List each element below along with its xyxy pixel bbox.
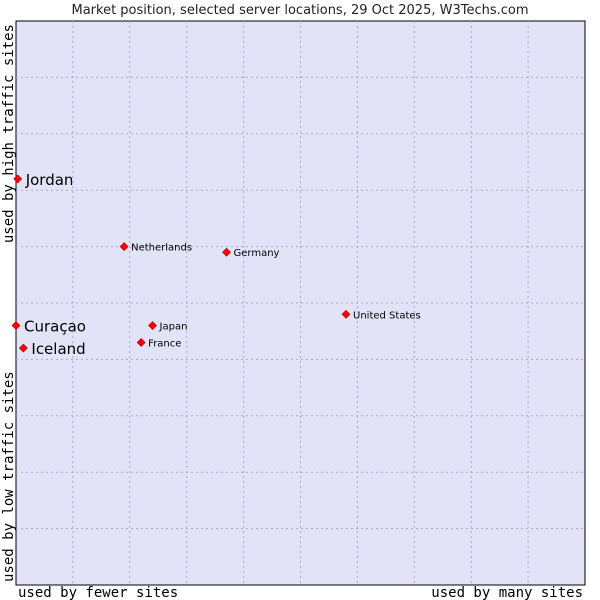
point-marker xyxy=(136,338,146,347)
data-point-france: France xyxy=(136,338,181,349)
point-label: Iceland xyxy=(31,340,85,358)
data-point-curacao: Curaçao xyxy=(11,318,86,336)
point-marker xyxy=(222,247,231,257)
data-point-netherlands: Netherlands xyxy=(119,242,192,254)
point-marker xyxy=(13,174,23,184)
point-marker xyxy=(11,321,21,330)
chart-title: Market position, selected server locatio… xyxy=(71,3,528,18)
data-point-germany: Germany xyxy=(222,247,280,259)
data-point-united-states: United States xyxy=(341,309,421,321)
point-marker xyxy=(148,321,157,330)
point-marker xyxy=(341,309,351,319)
data-points: Jordan Netherlands Germany United States Cur… xyxy=(11,171,421,358)
point-marker xyxy=(119,242,129,252)
data-point-jordan: Jordan xyxy=(13,171,74,189)
point-label: France xyxy=(148,338,181,349)
point-marker xyxy=(18,343,28,353)
y-axis-label-top: used by high traffic sites xyxy=(1,24,17,243)
point-label: United States xyxy=(353,310,421,321)
grid-lines xyxy=(16,21,585,585)
y-axis-label-bottom: used by low traffic sites xyxy=(1,371,17,582)
point-label: Jordan xyxy=(25,171,74,189)
point-label: Germany xyxy=(234,248,280,259)
data-point-iceland: Iceland xyxy=(18,340,86,358)
point-label: Curaçao xyxy=(24,318,86,336)
x-axis-label-right: used by many sites xyxy=(431,585,583,600)
x-axis-label-left: used by fewer sites xyxy=(18,585,178,600)
point-label: Netherlands xyxy=(131,243,192,254)
point-label: Japan xyxy=(159,322,188,333)
data-point-japan: Japan xyxy=(148,321,188,333)
